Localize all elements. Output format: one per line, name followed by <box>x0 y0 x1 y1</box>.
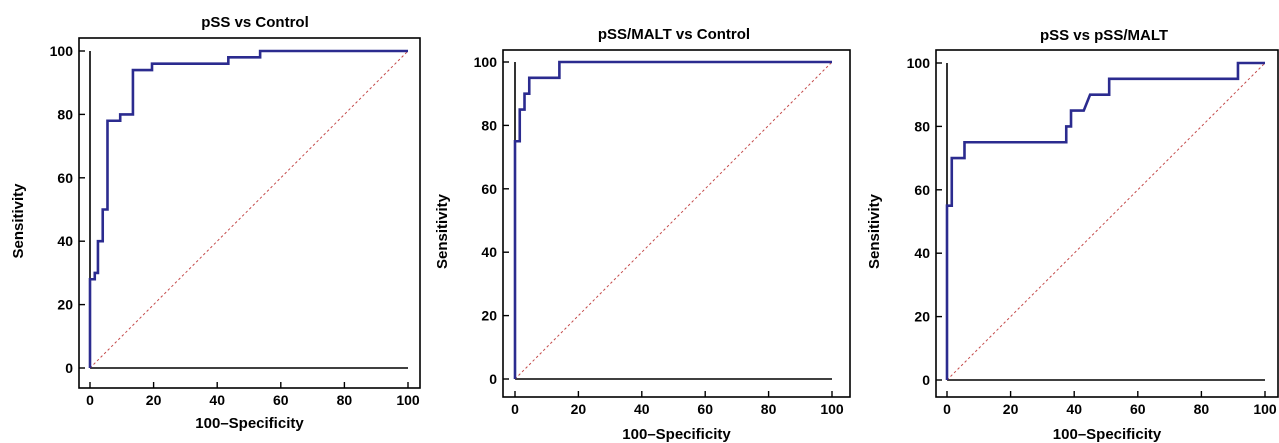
x-tick-label: 40 <box>1066 401 1082 417</box>
x-tick-label: 60 <box>1130 401 1146 417</box>
roc-plot-pss-vs-control: 0 20 40 60 80 100 0 20 40 60 80 100 pSS vs Control 10… <box>10 14 421 432</box>
y-axis-label: Sensitivity <box>10 183 27 259</box>
x-axis-label: 100–Specificity <box>195 415 304 432</box>
roc-chart-pss-vs-pssmalt: 0 20 40 60 80 100 0 20 40 60 80 100 pSS vs pSS/MALT 1… <box>860 0 1279 443</box>
reference-diagonal-line <box>514 61 833 380</box>
x-axis-label: 100–Specificity <box>1053 426 1162 443</box>
x-tick-label: 60 <box>697 401 713 417</box>
x-tick-label: 80 <box>337 392 353 408</box>
roc-plot-pssmalt-vs-control: 0 20 40 60 80 100 0 20 40 60 80 100 pSS/MALT vs Cont… <box>434 26 851 443</box>
y-tick-label: 40 <box>57 233 73 249</box>
roc-chart-pss-vs-control: 0 20 40 60 80 100 0 20 40 60 80 100 pSS vs Control 10… <box>0 0 430 443</box>
y-tick-label: 0 <box>922 372 930 388</box>
x-tick-label: 40 <box>209 392 225 408</box>
y-tick-label: 40 <box>481 244 497 260</box>
y-tick-label: 20 <box>914 309 930 325</box>
x-tick-label: 0 <box>511 401 519 417</box>
x-tick-label: 80 <box>761 401 777 417</box>
chart-title: pSS/MALT vs Control <box>598 26 750 43</box>
y-tick-label: 100 <box>474 54 498 70</box>
x-tick-label: 20 <box>571 401 587 417</box>
y-tick-label: 0 <box>65 360 73 376</box>
x-tick-label: 100 <box>1253 401 1277 417</box>
plot-frame <box>502 49 851 398</box>
y-tick-label: 20 <box>57 297 73 313</box>
x-tick-label: 20 <box>1003 401 1019 417</box>
y-tick-label: 60 <box>914 182 930 198</box>
y-tick-label: 60 <box>57 170 73 186</box>
x-tick-label: 0 <box>943 401 951 417</box>
x-axis-label: 100–Specificity <box>622 426 731 443</box>
y-tick-label: 60 <box>481 181 497 197</box>
x-tick-label: 100 <box>396 392 420 408</box>
x-tick-label: 20 <box>146 392 162 408</box>
roc-plot-pss-vs-pssmalt: 0 20 40 60 80 100 0 20 40 60 80 100 pSS vs pSS/MALT 1… <box>866 27 1279 443</box>
y-axis-label: Sensitivity <box>866 193 883 269</box>
roc-curve <box>513 60 832 379</box>
chart-title: pSS vs Control <box>201 14 309 31</box>
y-tick-label: 80 <box>914 118 930 134</box>
roc-curve <box>88 49 408 368</box>
roc-curve <box>945 61 1265 380</box>
plot-frame <box>78 37 421 389</box>
roc-chart-pssmalt-vs-control: 0 20 40 60 80 100 0 20 40 60 80 100 pSS/MALT vs Cont… <box>430 0 860 443</box>
x-tick-label: 60 <box>273 392 289 408</box>
reference-diagonal-line <box>946 62 1266 381</box>
y-tick-label: 20 <box>481 308 497 324</box>
x-tick-label: 40 <box>634 401 650 417</box>
y-tick-label: 100 <box>50 43 74 59</box>
chart-title: pSS vs pSS/MALT <box>1040 27 1168 44</box>
y-tick-label: 40 <box>914 245 930 261</box>
plot-frame <box>935 49 1279 398</box>
x-tick-label: 0 <box>86 392 94 408</box>
x-tick-label: 80 <box>1194 401 1210 417</box>
y-tick-label: 80 <box>57 106 73 122</box>
x-tick-label: 100 <box>820 401 844 417</box>
y-tick-label: 80 <box>481 117 497 133</box>
y-tick-label: 100 <box>907 55 931 71</box>
y-tick-label: 0 <box>489 371 497 387</box>
reference-diagonal-line <box>89 50 409 369</box>
y-axis-label: Sensitivity <box>434 193 451 269</box>
